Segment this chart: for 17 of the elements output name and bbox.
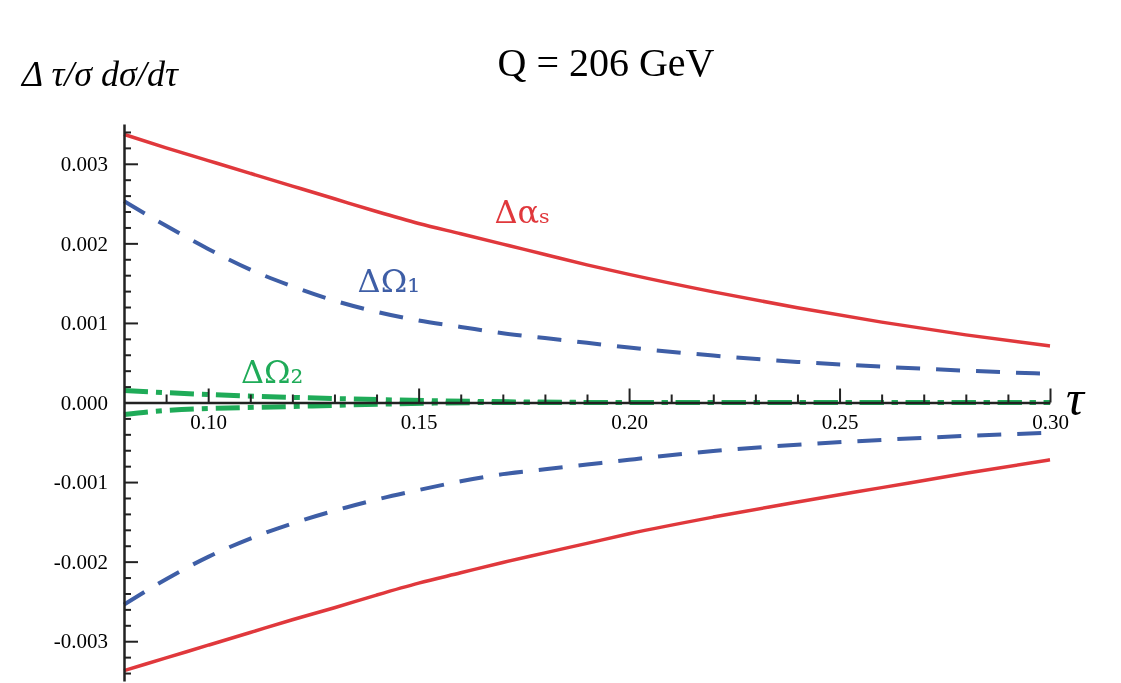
series-label: Δαₛ — [494, 192, 550, 231]
series-label: ΔΩ₁ — [357, 262, 421, 301]
y-tick-label: 0.001 — [60, 311, 108, 336]
y-tick-label: 0.002 — [60, 231, 108, 256]
x-tick-label: 0.30 — [1032, 410, 1069, 435]
y-axis-title: Δ τ/σ dσ/dτ — [20, 54, 179, 94]
x-tick-label: 0.25 — [821, 410, 859, 435]
y-tick-label: 0.000 — [60, 390, 108, 415]
y-tick-label: -0.002 — [53, 549, 108, 574]
series-label: ΔΩ₂ — [240, 352, 304, 391]
x-tick-label: 0.15 — [400, 410, 438, 435]
y-tick-label: -0.003 — [53, 629, 108, 654]
chart-title: Q = 206 GeV — [497, 40, 715, 85]
x-tick-label: 0.20 — [611, 410, 648, 435]
y-tick-label: 0.003 — [60, 152, 108, 177]
y-tick-label: -0.001 — [53, 470, 108, 495]
x-tick-label: 0.10 — [190, 410, 228, 435]
